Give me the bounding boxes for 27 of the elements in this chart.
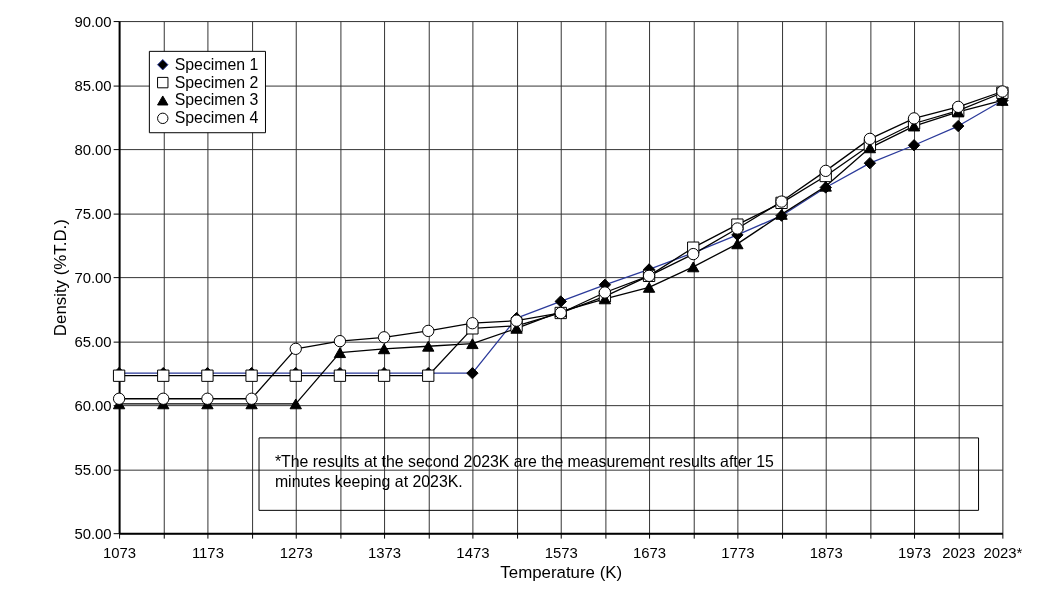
y-tick-label: 75.00 (74, 205, 112, 222)
y-tick-label: 60.00 (74, 397, 112, 414)
x-tick-label: 1873 (809, 545, 843, 562)
x-tick-label: 2023 (942, 545, 976, 562)
x-tick-label: 1173 (191, 545, 224, 562)
y-axis-title: Density (%T.D.) (51, 219, 71, 337)
y-tick-label: 85.00 (74, 77, 112, 94)
y-tick-label: 80.00 (74, 141, 112, 158)
y-tick-label: 55.00 (74, 461, 112, 478)
x-tick-label: 1673 (633, 545, 667, 562)
x-tick-label: 1073 (103, 545, 137, 562)
y-tick-label: 70.00 (74, 269, 112, 286)
x-tick-label: 1573 (544, 545, 578, 562)
y-tick-label: 90.00 (74, 13, 112, 30)
legend-label: Specimen 1 (174, 55, 259, 73)
legend-label: Specimen 4 (174, 109, 259, 127)
y-tick-label: 65.00 (74, 333, 112, 350)
legend-label: Specimen 2 (174, 73, 259, 91)
x-tick-label: 1773 (721, 545, 755, 562)
y-tick-label: 50.00 (74, 525, 112, 542)
x-tick-label: 1973 (898, 545, 932, 562)
x-axis-title: Temperature (K) (500, 563, 623, 583)
x-tick-label: 2023* (983, 545, 1023, 562)
x-tick-label: 1473 (456, 545, 490, 562)
x-tick-label: 1373 (368, 545, 402, 562)
legend-label: Specimen 3 (174, 91, 259, 109)
x-tick-label: 1273 (279, 545, 313, 562)
